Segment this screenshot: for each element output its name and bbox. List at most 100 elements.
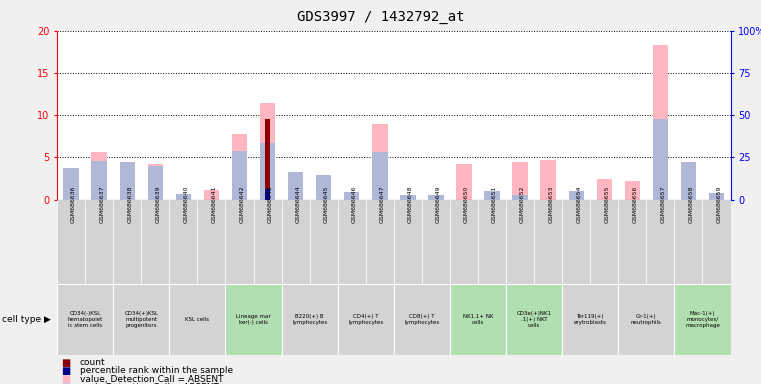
Bar: [288, 176, 304, 200]
Bar: [484, 191, 500, 200]
Text: GSM686639: GSM686639: [155, 185, 161, 223]
Bar: [232, 151, 247, 200]
Bar: [450, 200, 478, 284]
Text: ■: ■: [61, 366, 70, 376]
Bar: [91, 161, 107, 200]
Bar: [265, 189, 270, 200]
Bar: [63, 167, 79, 200]
Bar: [344, 192, 359, 200]
Text: KSL cells: KSL cells: [186, 317, 209, 322]
Bar: [422, 200, 450, 284]
Text: cell type: cell type: [2, 315, 40, 324]
Text: GSM686653: GSM686653: [548, 185, 553, 223]
Bar: [204, 190, 219, 200]
Bar: [260, 103, 275, 200]
Bar: [265, 119, 270, 200]
Bar: [288, 172, 304, 200]
Bar: [282, 284, 338, 355]
Bar: [169, 200, 197, 284]
Text: GSM686650: GSM686650: [464, 185, 469, 223]
Bar: [450, 284, 506, 355]
Bar: [260, 143, 275, 200]
Bar: [681, 162, 696, 200]
Text: GSM686643: GSM686643: [268, 185, 272, 223]
Bar: [253, 200, 282, 284]
Text: GSM686658: GSM686658: [689, 185, 693, 223]
Text: GSM686647: GSM686647: [380, 185, 385, 223]
Bar: [428, 196, 444, 200]
Bar: [119, 164, 135, 200]
Bar: [169, 284, 225, 355]
Bar: [148, 166, 163, 200]
Text: B220(+) B
lymphocytes: B220(+) B lymphocytes: [292, 314, 327, 325]
Text: GSM686640: GSM686640: [183, 185, 189, 223]
Text: GSM686642: GSM686642: [240, 185, 244, 223]
Text: value, Detection Call = ABSENT: value, Detection Call = ABSENT: [80, 374, 224, 384]
Bar: [372, 152, 387, 200]
Bar: [478, 200, 506, 284]
Text: CD3e(+)NK1
.1(+) NKT
cells: CD3e(+)NK1 .1(+) NKT cells: [517, 311, 552, 328]
Bar: [646, 200, 674, 284]
Text: ▶: ▶: [44, 315, 51, 324]
Bar: [232, 134, 247, 200]
Bar: [653, 45, 668, 200]
Text: ■: ■: [61, 374, 70, 384]
Text: GSM686649: GSM686649: [436, 185, 441, 223]
Bar: [63, 167, 79, 200]
Text: GSM686657: GSM686657: [661, 185, 665, 223]
Text: count: count: [80, 358, 106, 367]
Bar: [338, 284, 393, 355]
Bar: [57, 200, 85, 284]
Bar: [562, 284, 618, 355]
Text: GSM686651: GSM686651: [492, 185, 497, 223]
Text: GSM686655: GSM686655: [604, 185, 610, 223]
Bar: [113, 200, 142, 284]
Bar: [591, 200, 618, 284]
Bar: [702, 200, 731, 284]
Text: GSM686654: GSM686654: [576, 185, 581, 223]
Bar: [568, 191, 584, 200]
Bar: [148, 164, 163, 200]
Text: CD34(+)KSL
multipotent
progenitors: CD34(+)KSL multipotent progenitors: [124, 311, 158, 328]
Text: GSM686652: GSM686652: [520, 185, 525, 223]
Bar: [338, 200, 366, 284]
Bar: [681, 166, 696, 200]
Bar: [142, 200, 169, 284]
Bar: [316, 175, 331, 200]
Bar: [282, 200, 310, 284]
Text: ■: ■: [61, 358, 70, 368]
Bar: [534, 200, 562, 284]
Bar: [316, 176, 331, 200]
Bar: [540, 160, 556, 200]
Text: Ter119(+)
erytroblasts: Ter119(+) erytroblasts: [574, 314, 607, 325]
Bar: [197, 200, 225, 284]
Bar: [674, 200, 702, 284]
Bar: [85, 200, 113, 284]
Text: CD8(+) T
lymphocytes: CD8(+) T lymphocytes: [404, 314, 440, 325]
Bar: [428, 195, 444, 200]
Text: CD4(+) T
lymphocytes: CD4(+) T lymphocytes: [348, 314, 384, 325]
Bar: [400, 195, 416, 200]
Text: GSM686641: GSM686641: [212, 185, 216, 223]
Bar: [457, 164, 472, 200]
Bar: [562, 200, 591, 284]
Text: Mac-1(+)
monocytes/
macrophage: Mac-1(+) monocytes/ macrophage: [685, 311, 720, 328]
Bar: [113, 284, 169, 355]
Text: NK1.1+ NK
cells: NK1.1+ NK cells: [463, 314, 493, 325]
Text: Lineage mar
ker(-) cells: Lineage mar ker(-) cells: [236, 314, 271, 325]
Bar: [310, 200, 338, 284]
Text: GSM686656: GSM686656: [632, 185, 638, 223]
Text: ■: ■: [61, 382, 70, 384]
Text: GSM686637: GSM686637: [99, 185, 104, 223]
Text: percentile rank within the sample: percentile rank within the sample: [80, 366, 233, 376]
Bar: [393, 200, 422, 284]
Bar: [618, 284, 674, 355]
Bar: [708, 193, 724, 200]
Text: Gr-1(+)
neutrophils: Gr-1(+) neutrophils: [631, 314, 662, 325]
Bar: [506, 284, 562, 355]
Bar: [506, 200, 534, 284]
Text: GSM686648: GSM686648: [408, 185, 413, 223]
Text: GSM686646: GSM686646: [352, 185, 357, 223]
Text: rank, Detection Call = ABSENT: rank, Detection Call = ABSENT: [80, 382, 218, 384]
Bar: [512, 162, 528, 200]
